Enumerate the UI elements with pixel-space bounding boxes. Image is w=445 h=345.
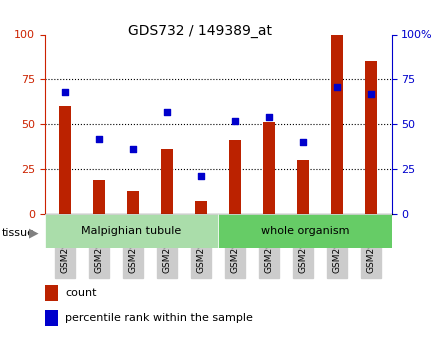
Point	[266, 114, 273, 120]
Bar	[263, 122, 275, 214]
Point	[163, 109, 170, 115]
Bar	[297, 160, 309, 214]
Point	[198, 174, 205, 179]
Text: GDS732 / 149389_at: GDS732 / 149389_at	[128, 24, 272, 38]
Text: whole organism: whole organism	[261, 226, 349, 236]
Point	[368, 91, 375, 97]
Bar	[229, 140, 241, 214]
FancyBboxPatch shape	[44, 214, 218, 248]
Text: ▶: ▶	[29, 226, 39, 239]
Point	[299, 139, 307, 145]
Bar	[44, 285, 58, 301]
Point	[95, 136, 102, 141]
FancyBboxPatch shape	[218, 214, 392, 248]
Text: tissue: tissue	[2, 228, 35, 238]
Point	[231, 118, 239, 124]
Bar	[365, 61, 377, 214]
Bar	[44, 310, 58, 326]
Bar	[93, 180, 105, 214]
Point	[61, 89, 69, 95]
Point	[334, 84, 341, 89]
Text: count: count	[65, 288, 97, 298]
Bar	[161, 149, 173, 214]
Bar	[195, 201, 207, 214]
Text: Malpighian tubule: Malpighian tubule	[81, 226, 182, 236]
Bar	[331, 34, 343, 214]
Bar	[59, 106, 71, 214]
Text: percentile rank within the sample: percentile rank within the sample	[65, 313, 253, 323]
Bar	[127, 190, 139, 214]
Point	[129, 147, 137, 152]
